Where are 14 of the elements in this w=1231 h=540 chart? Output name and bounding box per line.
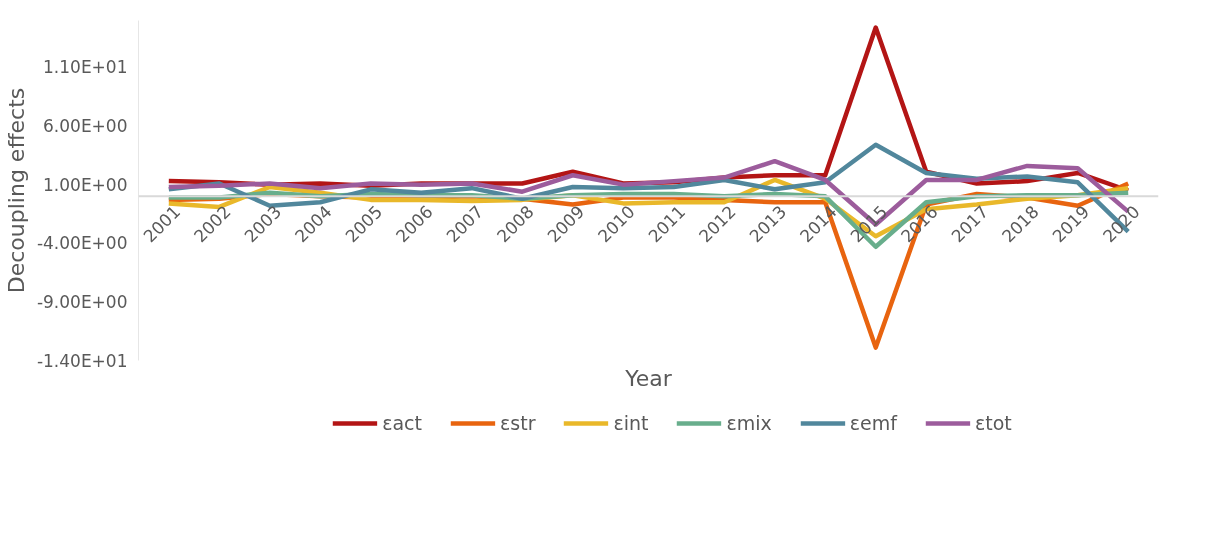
- legend-label: εtot: [974, 412, 1012, 434]
- y-tick-label: 1.10E+01: [43, 57, 128, 78]
- legend-label: εmix: [726, 412, 772, 434]
- y-axis-title: Decoupling effects: [3, 87, 29, 294]
- y-tick-label: -4.00E+00: [36, 233, 128, 254]
- legend-label: εact: [382, 412, 423, 434]
- y-tick-label: -1.40E+01: [36, 350, 128, 371]
- legend-label: εemf: [849, 412, 897, 434]
- y-tick-label: 6.00E+00: [43, 116, 128, 137]
- legend-label: εint: [613, 412, 649, 434]
- y-tick-label: 1.00E+00: [43, 174, 128, 195]
- x-axis-title: Year: [624, 365, 673, 391]
- y-tick-label: -9.00E+00: [36, 291, 128, 312]
- legend-label: εstr: [500, 412, 536, 434]
